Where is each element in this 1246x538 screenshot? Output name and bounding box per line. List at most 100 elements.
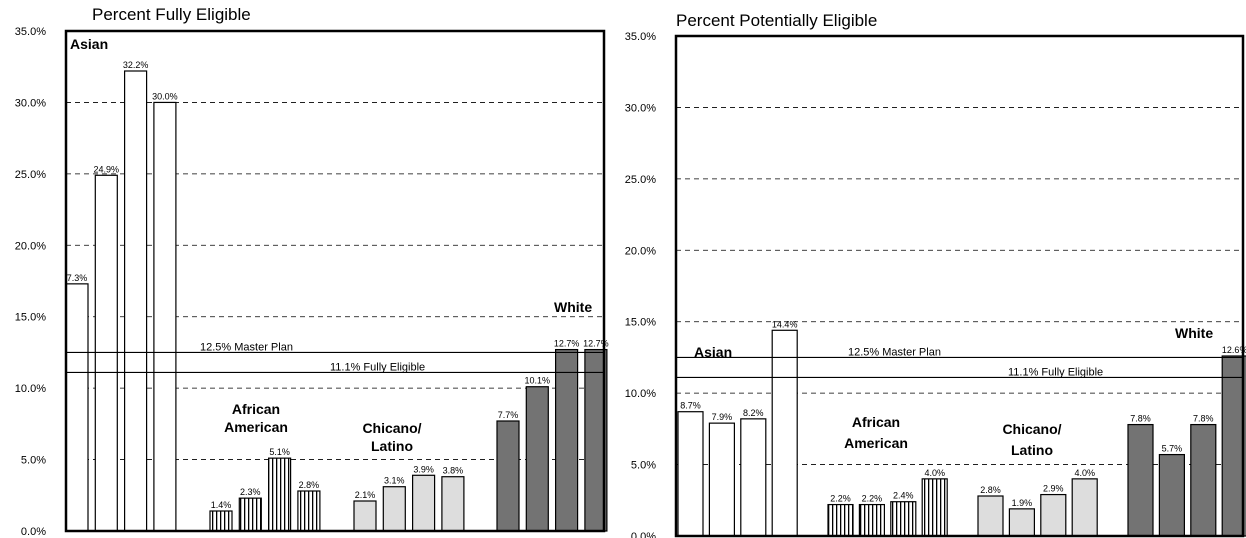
group-label: Chicano/Latino [362, 420, 421, 454]
data-label: 12.6% [1222, 345, 1246, 355]
data-label: 2.8% [980, 485, 1001, 495]
y-tick-label: 0.0% [631, 531, 656, 538]
fully-eligible-chart: Percent Fully Eligible 0.0% 5.0% 10.0% 15.0%… [15, 5, 609, 538]
bar [209, 510, 233, 532]
bar [94, 174, 118, 532]
bar [238, 497, 262, 532]
bar [1008, 508, 1036, 537]
plot-frame [64, 29, 606, 533]
y-tick-label: 10.0% [625, 388, 656, 400]
chart-title: Percent Fully Eligible [92, 5, 251, 24]
data-label: 2.9% [1043, 484, 1064, 494]
y-tick-label: 35.0% [625, 31, 656, 43]
bar [412, 474, 436, 532]
group-label-line: American [224, 419, 288, 435]
y-tick-label: 20.0% [625, 245, 656, 257]
y-tick-label: 30.0% [15, 97, 46, 109]
y-tick-label: 35.0% [15, 26, 46, 38]
bar [1040, 493, 1067, 537]
data-label: 7.8% [1130, 414, 1151, 424]
data-label: 3.8% [443, 466, 464, 476]
data-label: 1.4% [211, 500, 232, 510]
group-label: Asian [694, 344, 732, 360]
group-label-line: African [852, 414, 900, 430]
y-tick-label: 25.0% [625, 174, 656, 186]
bar [740, 418, 767, 537]
data-label: 7.3% [67, 273, 88, 283]
y-tick-label: 15.0% [625, 317, 656, 329]
y-tick-label: 30.0% [625, 102, 656, 114]
data-label: 7.7% [498, 410, 519, 420]
group-label: White [1175, 325, 1213, 341]
group-label: African American [844, 414, 908, 451]
group-label: White [554, 299, 592, 315]
bar [1190, 423, 1217, 537]
bar [1127, 423, 1154, 537]
data-label: 4.0% [1074, 468, 1095, 478]
chart-title: Percent Potentially Eligible [676, 11, 877, 30]
data-label: 2.2% [830, 494, 851, 504]
data-label: 2.2% [862, 494, 883, 504]
data-label: 8.7% [680, 401, 701, 411]
data-label: 12.7% [554, 339, 580, 349]
bar [268, 457, 292, 532]
bar [827, 503, 854, 537]
y-tick-label: 10.0% [15, 383, 46, 395]
bar [858, 503, 886, 537]
y-tick-label: 15.0% [15, 312, 46, 324]
data-label: 24.9% [94, 164, 120, 174]
y-tick-label: 0.0% [21, 526, 46, 538]
data-label: 7.9% [712, 412, 733, 422]
bar [153, 101, 177, 532]
group-label-line: American [844, 435, 908, 451]
data-label: 7.8% [1193, 414, 1214, 424]
data-label: 3.9% [413, 464, 434, 474]
bar [977, 495, 1004, 537]
group-label: Asian [70, 36, 108, 52]
data-label: 5.7% [1162, 444, 1183, 454]
data-label: 30.0% [152, 91, 178, 101]
data-label: 10.1% [525, 376, 551, 386]
data-label: 32.2% [123, 60, 149, 70]
plot-frame [674, 34, 1245, 538]
data-label: 12.7% [583, 339, 609, 349]
data-label: 2.8% [299, 480, 320, 490]
group-label-line: Chicano/ [1002, 421, 1061, 437]
group-label-line: Latino [1011, 442, 1053, 458]
group-label-line: African [232, 401, 280, 417]
bar [921, 478, 948, 537]
bar [123, 70, 148, 532]
bar [1071, 478, 1098, 537]
data-label: 2.1% [355, 490, 376, 500]
y-tick-label: 25.0% [15, 169, 46, 181]
potentially-eligible-chart: Percent Potentially Eligible 0.0% 5.0% 10.0… [625, 11, 1246, 538]
bar [496, 420, 520, 532]
y-tick-label: 20.0% [15, 240, 46, 252]
y-tick-label: 5.0% [631, 460, 656, 472]
group-label-line: Latino [371, 438, 413, 454]
bar [353, 500, 377, 532]
group-label: Chicano/Latino [1002, 421, 1061, 458]
data-label: 1.9% [1012, 498, 1033, 508]
data-label: 2.3% [240, 487, 261, 497]
bar [525, 386, 549, 532]
bar [677, 411, 704, 537]
bar [771, 329, 798, 537]
reference-line-label: 11.1% Fully Eligible [1008, 366, 1103, 378]
data-label: 2.4% [893, 491, 914, 501]
reference-line-label: 12.5% Master Plan [200, 341, 293, 353]
reference-line-label: 11.1% Fully Eligible [330, 361, 425, 373]
reference-line-label: 12.5% Master Plan [848, 346, 941, 358]
data-label: 4.0% [924, 468, 945, 478]
y-tick-label: 5.0% [21, 455, 46, 467]
data-label: 8.2% [743, 408, 764, 418]
bar [65, 283, 89, 532]
data-label: 5.1% [269, 447, 290, 457]
data-label: 3.1% [384, 476, 405, 486]
bar [441, 476, 465, 532]
bar [708, 422, 736, 537]
data-label: 14.4% [772, 319, 798, 329]
bar [1158, 453, 1186, 537]
bar [382, 486, 406, 532]
